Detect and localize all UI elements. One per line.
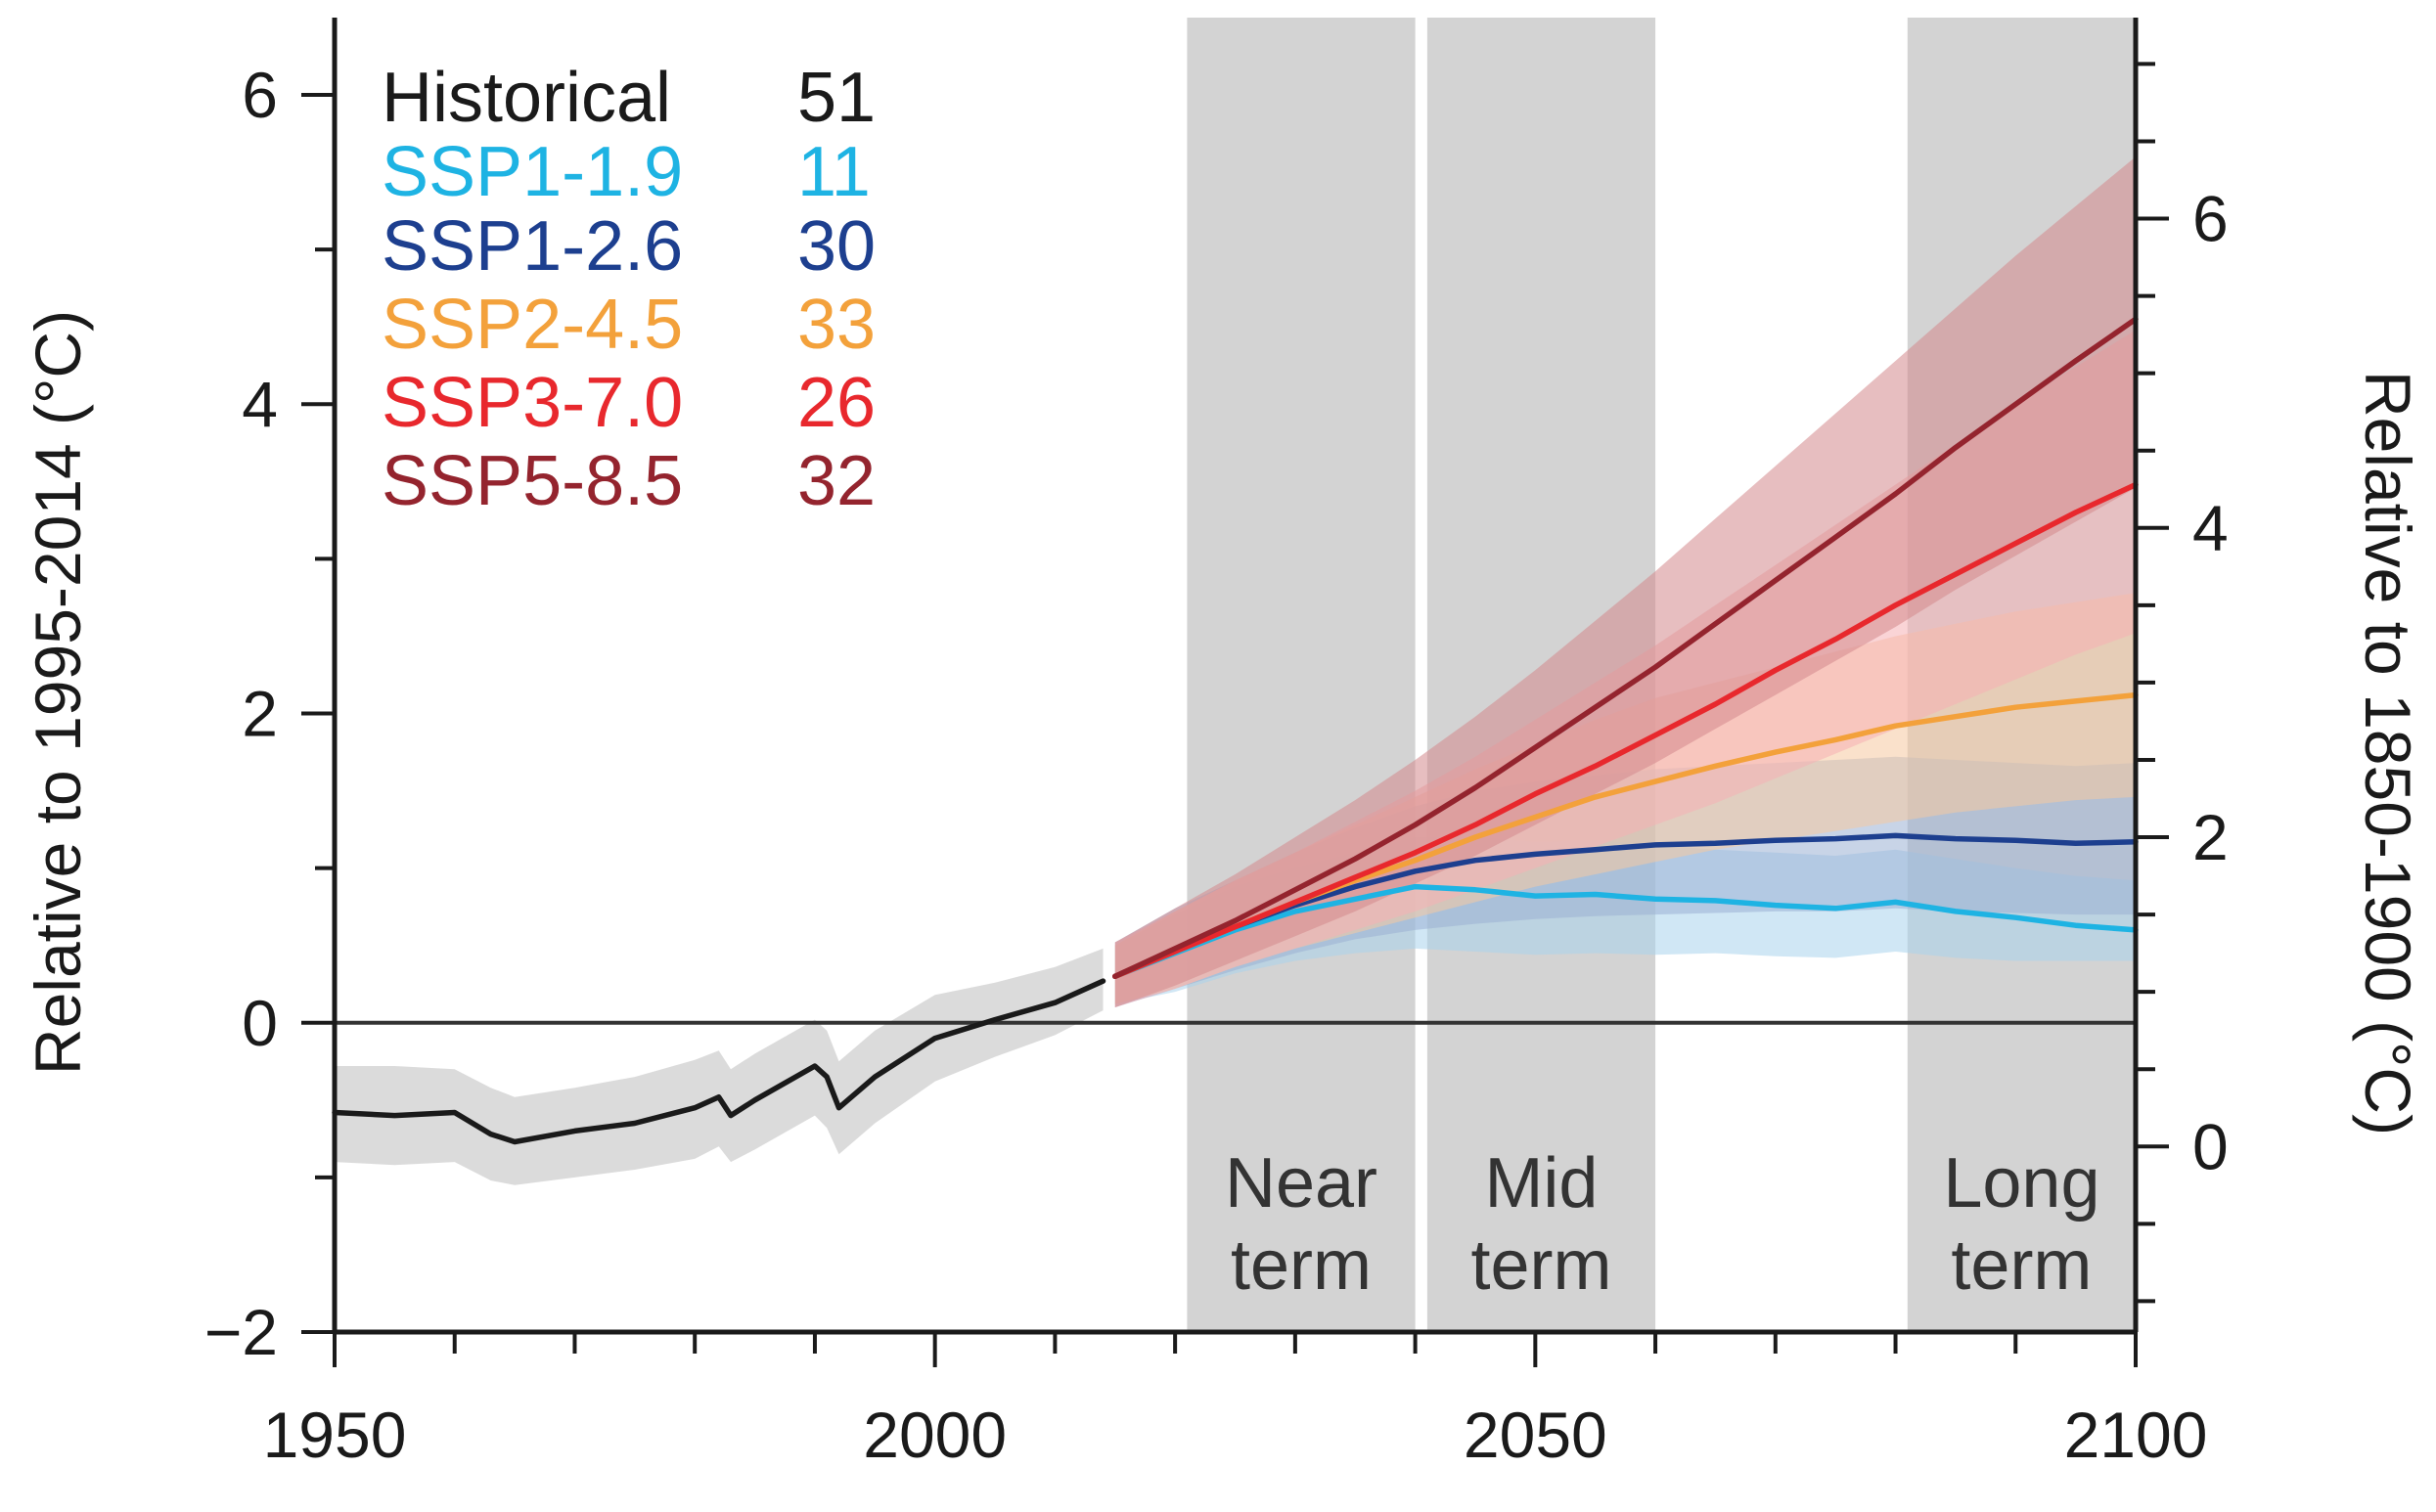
legend-count-ssp3-70: 26 [797, 364, 876, 442]
legend-count-historical: 51 [797, 59, 876, 137]
line-historical [332, 978, 1106, 1145]
y-tick-label: 0 [242, 987, 278, 1059]
y-tick-label: 4 [242, 368, 278, 440]
period-label-mid-term: term [1470, 1226, 1611, 1305]
legend-label-ssp3-70: SSP3-7.0 [382, 364, 683, 442]
x-tick-label: 1950 [263, 1399, 407, 1471]
series-lines-layer [332, 316, 2139, 1145]
y2-tick-label: 2 [2192, 801, 2229, 873]
y2-tick-label: 0 [2192, 1110, 2229, 1182]
legend-label-historical: Historical [382, 59, 671, 137]
legend-count-ssp1-19: 11 [797, 133, 871, 211]
legend-count-ssp2-45: 33 [797, 286, 876, 364]
line-ssp5-8-5 [1112, 316, 2139, 980]
legend: Historical 51 SSP1-1.9 11 SSP1-2.6 30 SS… [382, 59, 876, 520]
y-axis-title-right: Relative to 1850-1900 (°C) [2352, 371, 2424, 1135]
y-tick-label: 6 [242, 59, 278, 131]
legend-count-ssp5-85: 32 [797, 442, 876, 520]
legend-label-ssp5-85: SSP5-8.5 [382, 442, 683, 520]
period-near-term [1187, 18, 1416, 1332]
x-tick-label: 2050 [1464, 1399, 1607, 1471]
axes-layer: −2 0 2 4 6 0 2 4 6 1950 2000 2050 2100 [204, 18, 2229, 1471]
band-historical [335, 948, 1104, 1185]
legend-label-ssp2-45: SSP2-4.5 [382, 286, 683, 364]
y-tick-label: 2 [242, 678, 278, 750]
uncertainty-bands-layer [335, 156, 2136, 1185]
x-tick-label: 2000 [863, 1399, 1007, 1471]
y2-tick-label: 6 [2192, 183, 2229, 255]
period-label-near-term: Near [1225, 1144, 1377, 1223]
line-ssp1-1-9 [1112, 883, 2139, 980]
y-axis-title-left: Relative to 1995-2014 (°C) [22, 310, 94, 1075]
legend-count-ssp1-26: 30 [797, 207, 876, 286]
line-ssp3-7-0 [1112, 481, 2139, 980]
period-label-near-term: term [1231, 1226, 1372, 1305]
band-ssp5-8-5 [1114, 156, 2136, 1008]
period-label-long-term: Long [1943, 1144, 2099, 1223]
period-label-mid-term: Mid [1484, 1144, 1598, 1223]
period-label-long-term: term [1951, 1226, 2092, 1305]
y2-tick-label: 4 [2192, 492, 2229, 564]
legend-label-ssp1-26: SSP1-2.6 [382, 207, 683, 286]
y-tick-label: −2 [204, 1296, 278, 1368]
legend-label-ssp1-19: SSP1-1.9 [382, 133, 683, 211]
x-tick-label: 2100 [2064, 1399, 2208, 1471]
